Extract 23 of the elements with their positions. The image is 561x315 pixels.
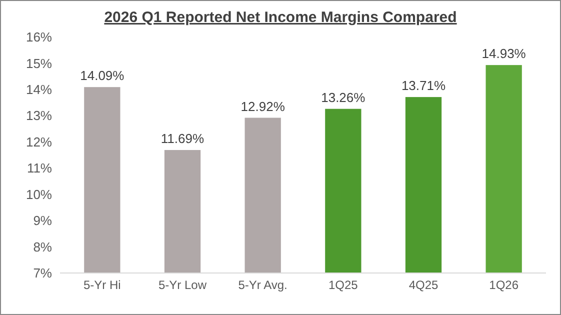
y-tick-label: 15% [26,56,52,71]
data-label: 14.93% [482,46,526,62]
data-label: 13.71% [401,78,446,94]
x-tick-label: 5-Yr Avg. [238,278,288,292]
y-tick-label: 14% [26,82,52,97]
y-tick-label: 12% [26,134,52,150]
x-tick-label: 5-Yr Hi [84,278,121,292]
data-label: 13.26% [321,90,366,105]
y-tick-label: 16% [26,30,52,45]
x-tick-label: 1Q26 [489,278,519,292]
chart-title: 2026 Q1 Reported Net Income Margins Compared [104,9,457,26]
y-tick-label: 11% [26,160,52,176]
y-tick-label: 10% [26,186,52,202]
data-label: 14.09% [80,68,125,84]
y-tick-label: 9% [33,213,52,228]
x-tick-label: 4Q25 [408,278,438,292]
x-tick-label: 1Q25 [328,278,358,292]
x-tick-label: 5-Yr Low [158,278,207,292]
y-tick-label: 13% [26,108,52,124]
data-label: 12.92% [240,98,286,114]
data-label: 11.69% [160,131,204,146]
y-tick-label: 7% [33,266,52,281]
y-tick-label: 8% [33,239,52,254]
